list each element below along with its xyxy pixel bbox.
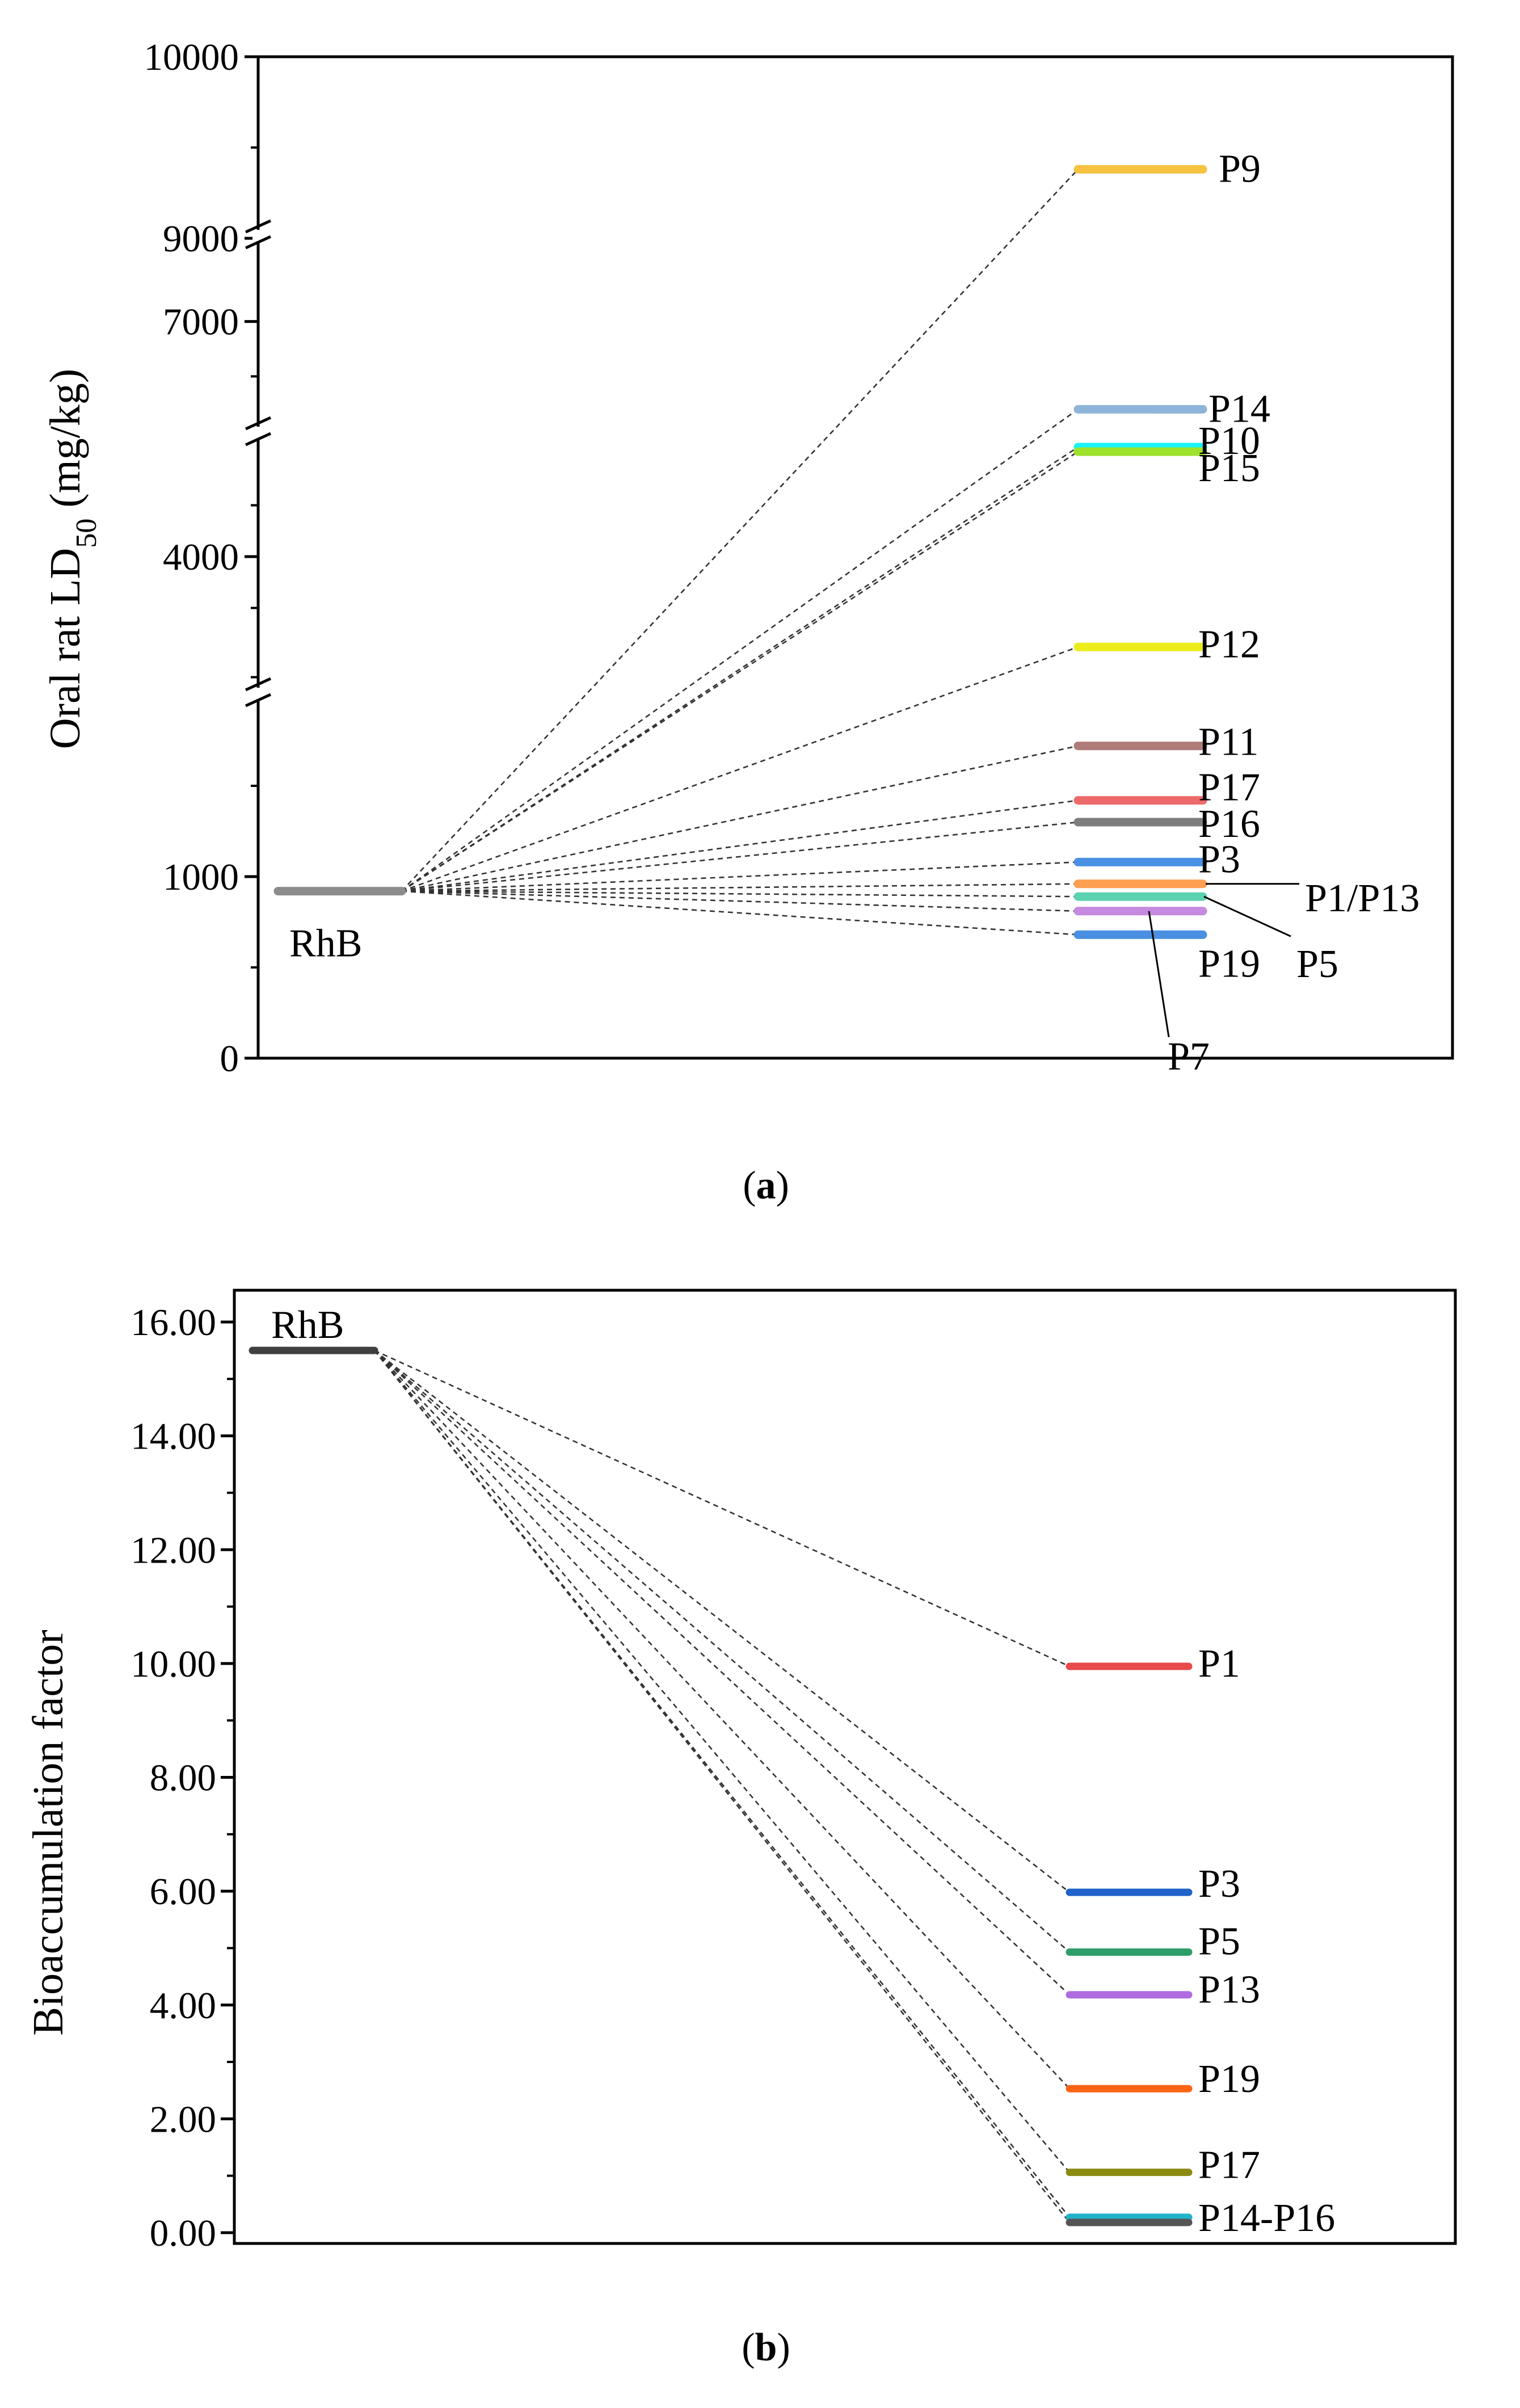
panel-a-y-axis-title: Oral rat LD50 (mg/kg)	[41, 369, 103, 749]
panel-b-plot-frame	[233, 1289, 1457, 2245]
panel-a-connector-p14	[401, 409, 1079, 892]
panel-b-chart: 0.00 2.00 4.00 6.00 8.00 10.00 12.00 14.00 16.00…	[24, 1289, 1457, 2369]
panel-a-label-p7: P7	[1168, 1035, 1210, 1079]
panel-a-ytick-label: 4000	[163, 536, 239, 578]
panel-b-caption: (b)	[742, 2326, 790, 2369]
panel-b-ytick-label: 16.00	[130, 1302, 216, 1344]
panel-a-label-p14: P14	[1209, 387, 1270, 431]
panel-a-label-p15: P15	[1198, 447, 1260, 490]
panel-a-plot-frame	[256, 55, 1454, 1060]
panel-b-connector-p3	[374, 1350, 1070, 1893]
panel-a-leader-p5	[1203, 895, 1291, 937]
panel-b-connector-p1	[374, 1349, 1070, 1668]
panel-a-y-axis: 0 1000 4000 7000 9000 10000	[144, 36, 258, 1080]
panel-a-ytick-label: 10000	[144, 36, 239, 78]
panel-a-break-mark	[245, 219, 272, 234]
panel-a-connector-p17	[401, 799, 1079, 892]
panel-a-label-p11: P11	[1198, 721, 1258, 764]
panel-b-label-p19: P19	[1198, 2057, 1260, 2101]
panel-a-leader-p7	[1148, 911, 1170, 1038]
panel-a-connector-p10	[401, 446, 1079, 892]
panel-a-ytick-label: 0	[220, 1038, 239, 1080]
panel-b-connector-p5	[374, 1350, 1070, 1953]
panel-b-ytick-label: 10.00	[130, 1643, 216, 1685]
panel-a-connector-p7	[401, 890, 1079, 912]
panel-a-break-mark	[245, 693, 272, 708]
panel-a-break-gap	[252, 230, 264, 241]
panel-a-connector-p15	[401, 451, 1079, 892]
panel-a-connector-p16	[401, 821, 1079, 892]
panel-a-connector-p9	[401, 169, 1079, 892]
panel-a-break-mark	[245, 416, 272, 431]
panel-b-label-rhb: RhB	[271, 1303, 344, 1347]
panel-a-connector-p1-p13	[401, 883, 1079, 892]
panel-a-label-p9: P9	[1219, 147, 1261, 191]
panel-b-labels: RhB P1 P3 P5 P13 P19 P17 P14-P16	[271, 1303, 1335, 2240]
panel-b-ytick-label: 6.00	[150, 1871, 216, 1913]
panel-b-connector-p16	[373, 1350, 1071, 2223]
panel-b-connectors	[373, 1349, 1071, 2223]
panel-a-label-rhb: RhB	[289, 922, 362, 966]
panel-b-label-p5: P5	[1198, 1919, 1240, 1963]
panel-b-y-axis-title: Bioaccumulation factor	[24, 1630, 72, 2035]
panel-b-ytick-label: 0.00	[150, 2212, 216, 2254]
panel-b-label-p13: P13	[1198, 1968, 1260, 2012]
panel-b-ytick-label: 4.00	[150, 1985, 216, 2027]
panel-a-label-p16: P16	[1198, 802, 1260, 846]
panel-a-label-p17: P17	[1198, 766, 1260, 810]
panel-b-ytick-label: 2.00	[150, 2098, 216, 2140]
panel-b-connector-p19	[374, 1350, 1070, 2090]
panel-b-label-p17: P17	[1198, 2144, 1260, 2187]
panel-a-label-p1-p13: P1/P13	[1305, 877, 1420, 920]
panel-a-break-mark	[245, 677, 272, 692]
panel-b-connector-p13	[374, 1350, 1070, 1996]
panel-a-ytick-label: 7000	[163, 301, 239, 343]
panel-a-label-p12: P12	[1198, 622, 1260, 666]
panel-a-connector-p11	[401, 745, 1079, 892]
panel-b-connector-p17	[374, 1350, 1070, 2173]
panel-b-label-p14: P14-P16	[1198, 2196, 1335, 2240]
panel-a-break-mark	[245, 432, 272, 447]
panel-a-caption: (a)	[743, 1164, 789, 1207]
panel-b-label-p1: P1	[1198, 1642, 1240, 1686]
panel-a-break-gap	[252, 688, 264, 699]
panel-a-connector-p5	[401, 890, 1079, 898]
panel-a-break-mark	[245, 235, 272, 250]
panel-a-ytick-label: 9000	[163, 218, 239, 260]
panel-a-connector-p19	[401, 890, 1079, 936]
panel-a-connector-p3	[401, 861, 1079, 892]
panel-b-label-p3: P3	[1198, 1862, 1240, 1906]
panel-b-ytick-label: 8.00	[150, 1757, 216, 1799]
panel-a-ytick-label: 1000	[163, 856, 239, 898]
panel-a-break-gap	[252, 427, 264, 438]
panel-b-levels	[249, 1346, 1193, 2226]
panel-a-label-p5: P5	[1296, 942, 1338, 986]
panel-a-label-p19: P19	[1198, 942, 1260, 986]
panel-a-levels	[273, 165, 1207, 939]
panel-b-ytick-label: 14.00	[130, 1416, 216, 1458]
panel-b-ytick-label: 12.00	[130, 1529, 216, 1571]
panel-a-label-p3: P3	[1198, 837, 1240, 881]
panel-b-y-axis: 0.00 2.00 4.00 6.00 8.00 10.00 12.00 14.00 16.00	[130, 1302, 234, 2254]
panel-a-connectors	[401, 169, 1079, 936]
panel-a-connector-p12	[401, 646, 1079, 892]
panel-a-label-p10: P10	[1198, 419, 1260, 463]
panel-a-axis-breaks	[245, 219, 272, 708]
